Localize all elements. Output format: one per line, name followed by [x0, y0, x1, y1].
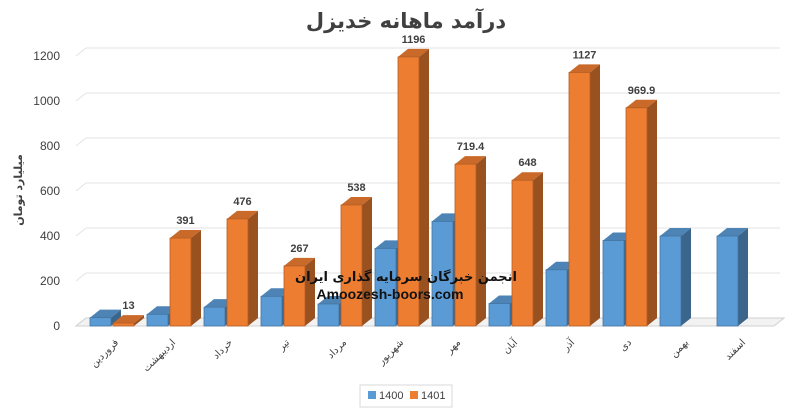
bars [89, 48, 748, 327]
x-tick-label: مهر [444, 337, 463, 356]
data-label: 476 [233, 196, 251, 208]
gridline-diag [75, 137, 87, 147]
chart-title: درآمد ماهانه خدیزل [306, 8, 506, 33]
legend-box [359, 384, 453, 408]
y-tick-label: 800 [40, 139, 60, 153]
y-tick-label: 0 [53, 319, 60, 333]
bar-1401-1 [112, 315, 144, 327]
bar-1401-2 [169, 230, 201, 327]
x-tick-label: بهمن [669, 337, 691, 359]
bar-1400-12 [716, 228, 748, 327]
legend: 1400 1401 [359, 384, 453, 408]
data-label: 267 [290, 243, 308, 255]
data-label: 1127 [573, 49, 597, 61]
data-label: 1196 [402, 34, 426, 46]
gridline-diag [75, 272, 87, 282]
bar-1401-8 [511, 172, 543, 327]
data-labels: 13 391 476 267 538 1196 719.4 648 1127 969.9 [122, 34, 655, 312]
x-tick-label: شهریور [376, 337, 407, 368]
data-label: 648 [518, 157, 536, 169]
x-tick-label: اسفند [723, 337, 748, 362]
y-tick-label: 400 [40, 229, 60, 243]
bar-1401-3 [226, 210, 258, 327]
watermark: انجمن خبرگان سرمایه گذاری ایران Amoozesh… [295, 269, 517, 302]
data-label: 969.9 [628, 85, 656, 97]
data-label: 538 [347, 182, 365, 194]
bar-1400-1 [89, 309, 121, 327]
y-axis-label: میلیارد تومان [12, 154, 25, 226]
data-label: 719.4 [457, 141, 485, 153]
bar-1401-9 [568, 64, 600, 327]
bar-1401-7 [454, 156, 486, 327]
bar-1401-4 [283, 257, 315, 327]
x-tick-label: فروردین [89, 337, 122, 370]
y-tick-label: 200 [40, 274, 60, 288]
bar-1401-6 [397, 48, 429, 327]
legend-label-1401: 1401 [421, 390, 445, 402]
bar-1401-10 [625, 99, 657, 327]
gridline-diag [75, 182, 87, 192]
legend-swatch-1401 [410, 391, 418, 399]
x-tick-label: دی [618, 337, 634, 353]
x-tick-label: خرداد [211, 337, 235, 361]
bar-1401-5 [340, 196, 372, 327]
gridline-diag [75, 227, 87, 237]
y-tick-label: 1200 [33, 49, 60, 63]
x-tick-label: آذر [559, 335, 578, 354]
x-tick-label: مرداد [325, 337, 349, 361]
legend-swatch-1400 [368, 391, 376, 399]
x-tick-label: آبان [500, 335, 521, 356]
x-axis-ticks: فروردین اردیبهشت خرداد تیر مرداد شهریور مهر آبا… [89, 335, 748, 374]
bar-1400-11 [659, 228, 691, 327]
y-tick-label: 1000 [33, 94, 60, 108]
x-tick-label: تیر [276, 337, 293, 354]
y-tick-label: 600 [40, 184, 60, 198]
data-label: 13 [122, 300, 134, 312]
x-tick-label: اردیبهشت [141, 337, 178, 374]
gridline-diag [75, 92, 87, 102]
data-label: 391 [176, 215, 194, 227]
gridline-diag [75, 47, 87, 57]
y-axis-ticks: 0 200 400 600 800 1000 1200 [33, 49, 60, 333]
watermark-line1: انجمن خبرگان سرمایه گذاری ایران [295, 269, 517, 285]
watermark-line2: Amoozesh-boors.com [316, 286, 463, 302]
legend-label-1400: 1400 [379, 390, 403, 402]
